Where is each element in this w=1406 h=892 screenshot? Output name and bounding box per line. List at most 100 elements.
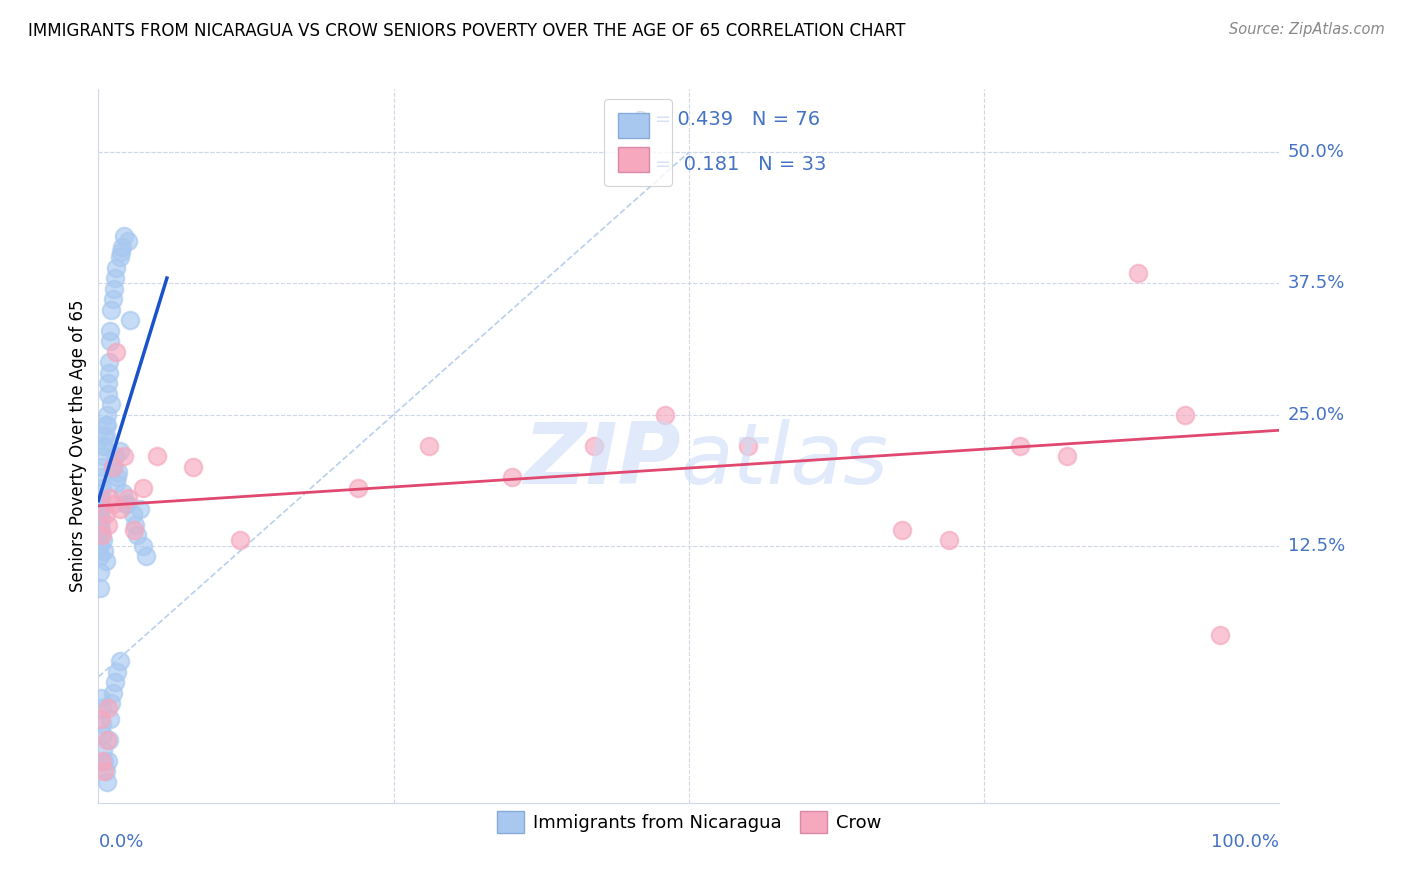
Point <box>115 497 138 511</box>
Point <box>90 502 112 516</box>
Point <box>100 302 122 317</box>
Point <box>122 523 145 537</box>
Point <box>93 439 115 453</box>
Point <box>737 439 759 453</box>
Point <box>1126 266 1149 280</box>
Point <box>94 428 117 442</box>
Point <box>108 502 131 516</box>
Point <box>101 460 124 475</box>
Point <box>101 685 124 699</box>
Point <box>105 260 128 275</box>
Point <box>93 428 115 442</box>
Point <box>110 244 132 259</box>
Point <box>103 282 125 296</box>
Point <box>1174 408 1197 422</box>
Point <box>112 486 135 500</box>
Point <box>89 517 111 532</box>
Point <box>97 754 120 768</box>
Point <box>117 235 139 249</box>
Point <box>114 497 136 511</box>
Point <box>104 271 127 285</box>
Point <box>107 465 129 479</box>
Text: 37.5%: 37.5% <box>1288 275 1346 293</box>
Point <box>98 712 121 726</box>
Point <box>135 549 157 564</box>
Point <box>98 732 121 747</box>
Point <box>120 313 142 327</box>
Point <box>1056 450 1078 464</box>
Point <box>104 675 127 690</box>
Text: 50.0%: 50.0% <box>1288 143 1344 161</box>
Point <box>112 229 135 244</box>
Point <box>96 732 118 747</box>
Point <box>105 665 128 679</box>
Point <box>111 239 134 253</box>
Point <box>181 460 204 475</box>
Text: R =  0.181   N = 33: R = 0.181 N = 33 <box>634 154 825 174</box>
Point <box>112 450 135 464</box>
Text: 25.0%: 25.0% <box>1288 406 1346 424</box>
Point <box>117 491 139 506</box>
Point <box>94 764 117 779</box>
Text: R = 0.439   N = 76: R = 0.439 N = 76 <box>634 110 820 128</box>
Point <box>128 502 150 516</box>
Legend: Immigrants from Nicaragua, Crow: Immigrants from Nicaragua, Crow <box>489 804 889 840</box>
Point <box>97 386 120 401</box>
Point <box>583 439 606 453</box>
Point <box>96 774 118 789</box>
Point <box>101 292 124 306</box>
Point <box>132 539 155 553</box>
Point <box>97 517 120 532</box>
Point <box>98 355 121 369</box>
Point <box>108 654 131 668</box>
Point <box>91 533 114 548</box>
Point <box>94 507 117 521</box>
Point <box>90 523 112 537</box>
Point <box>91 450 114 464</box>
Point <box>938 533 960 548</box>
Point <box>94 554 117 568</box>
Text: IMMIGRANTS FROM NICARAGUA VS CROW SENIORS POVERTY OVER THE AGE OF 65 CORRELATION: IMMIGRANTS FROM NICARAGUA VS CROW SENIOR… <box>28 22 905 40</box>
Point <box>96 408 118 422</box>
Point <box>93 754 115 768</box>
Point <box>89 486 111 500</box>
Point <box>96 417 118 432</box>
Point <box>418 439 440 453</box>
Point <box>98 491 121 506</box>
Text: 100.0%: 100.0% <box>1212 833 1279 851</box>
Point <box>98 324 121 338</box>
Point <box>104 450 127 464</box>
Point <box>89 565 111 579</box>
Point <box>89 528 111 542</box>
Point <box>91 439 114 453</box>
Point <box>90 512 112 526</box>
Point <box>91 481 114 495</box>
Point <box>89 539 111 553</box>
Point <box>1008 439 1031 453</box>
Point <box>1209 628 1232 642</box>
Point <box>89 497 111 511</box>
Point <box>91 528 114 542</box>
Point <box>97 701 120 715</box>
Point <box>501 470 523 484</box>
Text: 12.5%: 12.5% <box>1288 537 1346 555</box>
Point <box>127 528 149 542</box>
Point <box>90 690 112 705</box>
Point <box>121 507 143 521</box>
Point <box>91 754 114 768</box>
Point <box>97 376 120 390</box>
Point <box>93 544 115 558</box>
Point <box>93 764 115 779</box>
Text: ZIP: ZIP <box>523 418 681 502</box>
Point <box>91 470 114 484</box>
Point <box>89 549 111 564</box>
Text: Source: ZipAtlas.com: Source: ZipAtlas.com <box>1229 22 1385 37</box>
Point <box>108 444 131 458</box>
Text: atlas: atlas <box>681 418 889 502</box>
Point <box>132 481 155 495</box>
Point <box>105 475 128 490</box>
Point <box>654 408 676 422</box>
Point <box>105 344 128 359</box>
Text: 0.0%: 0.0% <box>98 833 143 851</box>
Point <box>89 581 111 595</box>
